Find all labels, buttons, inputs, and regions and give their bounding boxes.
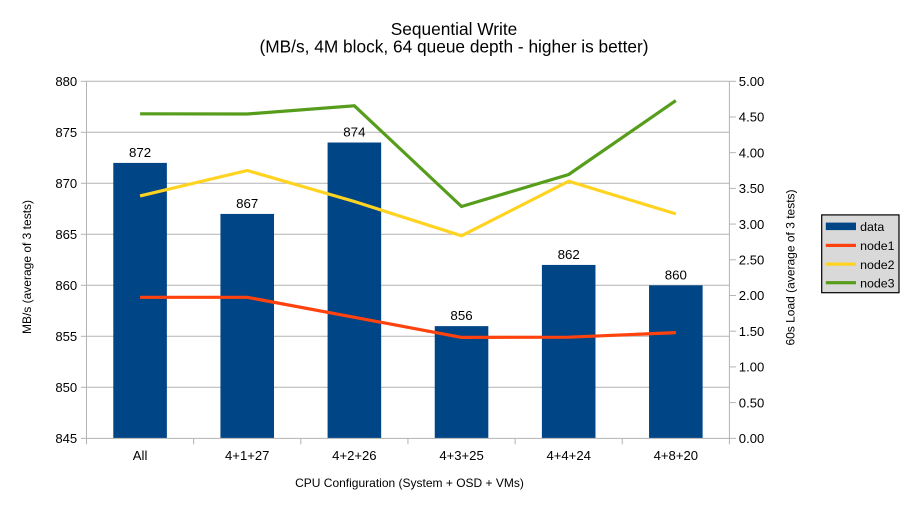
svg-text:All: All <box>133 448 148 463</box>
svg-text:5.00: 5.00 <box>739 74 764 89</box>
svg-text:Sequential Write: Sequential Write <box>391 19 517 39</box>
svg-text:874: 874 <box>343 125 365 140</box>
svg-text:node2: node2 <box>860 258 895 272</box>
svg-text:3.00: 3.00 <box>739 217 764 232</box>
svg-text:data: data <box>860 220 884 234</box>
svg-text:856: 856 <box>450 308 472 323</box>
svg-text:MB/s (average of 3 tests): MB/s (average of 3 tests) <box>20 200 34 334</box>
svg-text:0.50: 0.50 <box>739 395 764 410</box>
svg-text:2.00: 2.00 <box>739 288 764 303</box>
svg-text:4+8+20: 4+8+20 <box>654 448 698 463</box>
svg-text:(MB/s, 4M block, 64 queue dept: (MB/s, 4M block, 64 queue depth - higher… <box>259 36 648 56</box>
svg-text:node3: node3 <box>860 276 895 290</box>
svg-text:862: 862 <box>558 247 580 262</box>
svg-text:4+2+26: 4+2+26 <box>332 448 376 463</box>
svg-text:1.00: 1.00 <box>739 360 764 375</box>
svg-text:1.50: 1.50 <box>739 324 764 339</box>
svg-text:node1: node1 <box>860 239 895 253</box>
svg-text:875: 875 <box>55 125 77 140</box>
svg-text:867: 867 <box>236 196 258 211</box>
svg-text:860: 860 <box>55 278 77 293</box>
svg-text:845: 845 <box>55 431 77 446</box>
svg-text:870: 870 <box>55 176 77 191</box>
svg-text:880: 880 <box>55 74 77 89</box>
svg-text:4+3+25: 4+3+25 <box>439 448 483 463</box>
svg-text:860: 860 <box>665 267 687 282</box>
svg-text:0.00: 0.00 <box>739 431 764 446</box>
svg-text:CPU Configuration (System + OS: CPU Configuration (System + OSD + VMs) <box>295 476 524 490</box>
svg-text:4.50: 4.50 <box>739 110 764 125</box>
svg-text:4+4+24: 4+4+24 <box>546 448 590 463</box>
svg-text:4+1+27: 4+1+27 <box>225 448 269 463</box>
svg-text:60s Load (average of 3 tests): 60s Load (average of 3 tests) <box>784 189 798 345</box>
svg-text:3.50: 3.50 <box>739 181 764 196</box>
svg-text:850: 850 <box>55 380 77 395</box>
svg-text:865: 865 <box>55 227 77 242</box>
svg-text:4.00: 4.00 <box>739 145 764 160</box>
svg-text:2.50: 2.50 <box>739 253 764 268</box>
svg-text:855: 855 <box>55 329 77 344</box>
svg-text:872: 872 <box>129 145 151 160</box>
